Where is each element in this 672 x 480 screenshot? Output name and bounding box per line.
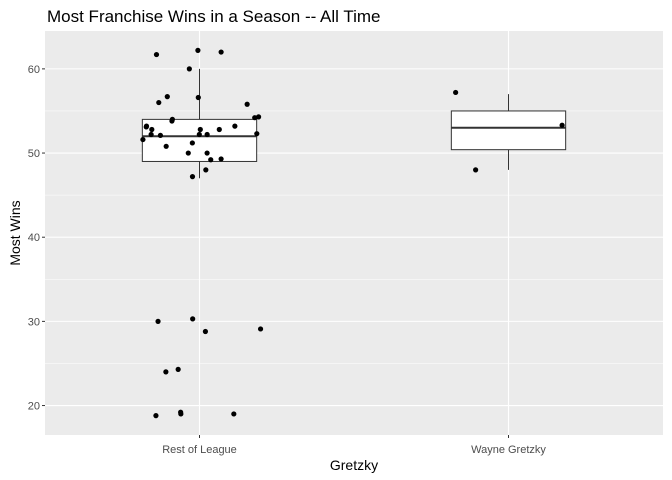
data-point — [244, 101, 250, 107]
data-point — [155, 318, 161, 324]
y-tick-label: 60 — [28, 64, 40, 76]
data-point — [216, 126, 222, 133]
data-point — [153, 413, 159, 419]
data-point — [218, 49, 224, 55]
data-point — [140, 136, 146, 143]
data-point — [186, 66, 192, 72]
grid-minor — [45, 110, 663, 364]
data-point — [232, 123, 238, 129]
data-point — [218, 156, 224, 162]
box — [141, 68, 258, 179]
data-point — [473, 167, 479, 173]
data-point — [208, 157, 214, 163]
y-axis: 20 30 40 50 60 — [28, 64, 45, 413]
data-point — [164, 94, 170, 100]
boxes — [141, 68, 567, 179]
data-point — [149, 126, 155, 133]
x-tick-label: Wayne Gretzky — [471, 444, 546, 456]
data-point — [255, 114, 262, 120]
data-point — [195, 94, 201, 101]
data-point — [157, 132, 164, 138]
data-point — [143, 124, 149, 130]
data-point — [163, 369, 169, 375]
data-point — [197, 126, 203, 133]
data-point — [203, 167, 209, 173]
data-point — [178, 409, 184, 415]
y-tick-label: 40 — [28, 232, 40, 244]
x-tick-label: Rest of League — [162, 444, 237, 456]
y-tick-label: 30 — [28, 316, 40, 328]
data-point — [204, 131, 210, 138]
data-point — [163, 143, 169, 149]
data-point — [189, 140, 195, 146]
y-tick-label: 20 — [28, 401, 40, 413]
data-point — [169, 118, 175, 124]
data-point — [254, 131, 260, 137]
box — [450, 94, 567, 170]
plot-panel — [45, 31, 663, 435]
data-point — [156, 99, 162, 106]
data-point — [252, 115, 258, 121]
data-point — [195, 47, 201, 53]
data-point — [231, 411, 237, 417]
data-point — [257, 326, 264, 332]
box-iqr — [450, 110, 567, 151]
data-point — [453, 89, 459, 96]
y-tick-label: 50 — [28, 148, 40, 160]
data-point — [202, 328, 209, 335]
x-axis: Rest of League Wayne Gretzky — [162, 435, 546, 456]
data-point — [185, 150, 191, 156]
data-point — [196, 131, 202, 138]
data-point — [175, 366, 181, 372]
y-axis-title: Most Wins — [7, 200, 23, 265]
data-point — [148, 131, 154, 138]
data-point — [559, 122, 565, 128]
data-point — [189, 174, 196, 180]
data-point — [190, 316, 196, 322]
points — [140, 47, 565, 419]
x-axis-title: Gretzky — [330, 457, 378, 473]
chart-title: Most Franchise Wins in a Season -- All T… — [47, 7, 381, 26]
data-point — [153, 51, 160, 58]
box-iqr — [141, 118, 258, 162]
data-point — [204, 150, 210, 156]
